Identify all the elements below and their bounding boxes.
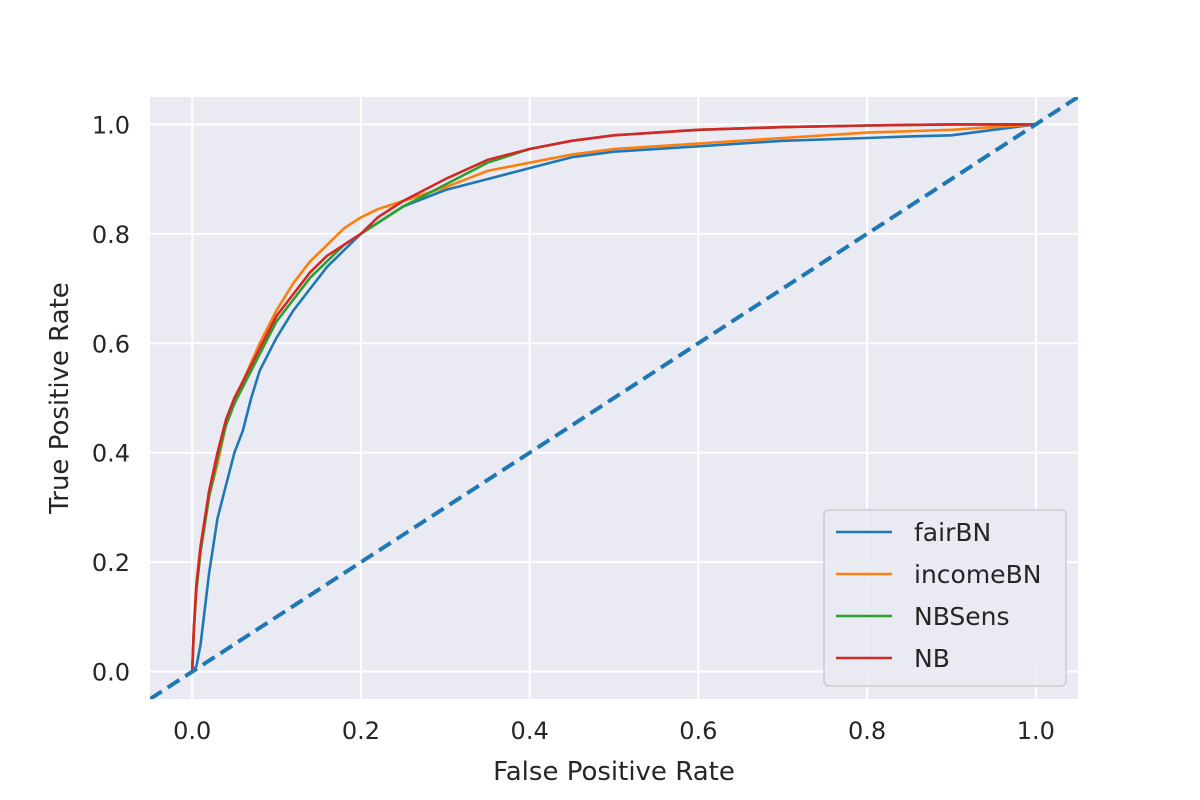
series-line-NB <box>190 123 1036 672</box>
series-layer <box>150 97 1078 699</box>
legend-label: NBSens <box>914 602 1010 631</box>
x-tick-label: 0.2 <box>342 717 380 745</box>
diagonal-reference-line <box>150 97 1078 699</box>
x-tick-label: 1.0 <box>1017 717 1055 745</box>
x-tick-labels: 0.0 0.2 0.4 0.6 0.8 1.0 <box>173 717 1055 745</box>
x-tick-label: 0.6 <box>679 717 717 745</box>
legend-box <box>823 509 1067 687</box>
y-axis-label: True Positive Rate <box>45 282 75 515</box>
y-tick-label: 0.8 <box>92 221 130 249</box>
y-tick-label: 0.4 <box>92 440 130 468</box>
x-tick-label: 0.4 <box>511 717 549 745</box>
y-tick-labels: 0.0 0.2 0.4 0.6 0.8 1.0 <box>92 111 130 686</box>
legend-label: fairBN <box>914 518 991 547</box>
y-tick-label: 0.6 <box>92 330 130 358</box>
legend-label: NB <box>914 644 950 673</box>
series-line-fairBN <box>191 123 1036 673</box>
y-tick-label: 1.0 <box>92 111 130 139</box>
grid <box>150 97 1078 699</box>
legend: fairBN incomeBN NBSens NB <box>823 509 1067 687</box>
x-tick-label: 0.8 <box>848 717 886 745</box>
y-tick-label: 0.0 <box>92 659 130 687</box>
x-tick-label: 0.0 <box>173 717 211 745</box>
x-axis-label: False Positive Rate <box>493 757 735 787</box>
y-tick-label: 0.2 <box>92 549 130 577</box>
legend-label: incomeBN <box>914 560 1041 589</box>
